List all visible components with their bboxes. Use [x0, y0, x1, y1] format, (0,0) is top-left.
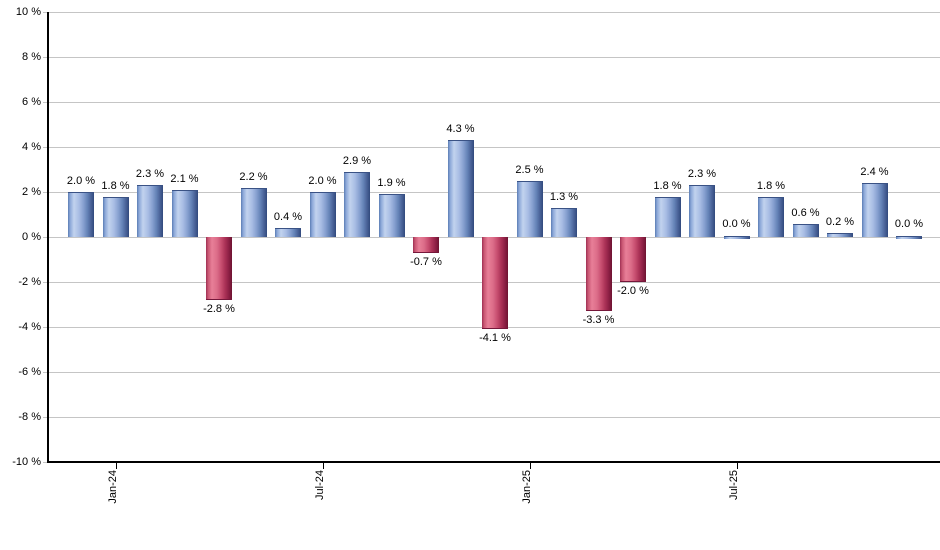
gridline-10pct: [43, 12, 940, 13]
bar-value-label-21: 0.6 %: [791, 206, 820, 219]
bar-23: [861, 183, 888, 237]
bar-value-label-20: 1.8 %: [756, 179, 786, 192]
x-axis-label-Jan-24: Jan-24: [106, 470, 119, 504]
x-axis-tick-Jul-24: [322, 463, 324, 469]
y-axis-tick-label: 0 %: [22, 231, 41, 243]
bar-18: [689, 185, 715, 237]
bar-value-label-8: 2.9 %: [342, 154, 372, 167]
bar-value-label-1: 1.8 %: [101, 179, 130, 192]
bar-value-label-19: 0.0 %: [722, 218, 751, 230]
x-axis-tick-Jul-25: [736, 463, 738, 469]
bar-value-label-17: 1.8 %: [653, 179, 682, 192]
bar-5: [240, 187, 267, 237]
bar-value-label-7: 2.0 %: [308, 175, 337, 187]
bar-8: [344, 171, 370, 237]
bar-value-label-10: -0.7 %: [410, 255, 442, 268]
y-axis-tick-label: 10 %: [15, 6, 41, 18]
gridline--8pct: [43, 417, 940, 418]
x-axis-tick-Jan-24: [115, 463, 117, 469]
x-axis-tick-Jan-25: [529, 463, 531, 469]
bar-1: [102, 196, 129, 237]
bar-value-label-2: 2.3 %: [135, 168, 165, 181]
x-axis-label-Jul-24: Jul-24: [313, 470, 326, 500]
bar-value-label-15: -3.3 %: [582, 314, 615, 327]
bar-7: [309, 192, 336, 237]
bar-0: [68, 192, 94, 237]
y-axis-tick-label: -10 %: [12, 456, 41, 468]
bar-value-label-14: 1.3 %: [549, 190, 579, 203]
bar-value-label-9: 1.9 %: [377, 177, 406, 190]
x-axis-line: [47, 461, 940, 463]
bar-value-label-23: 2.4 %: [860, 166, 889, 178]
y-axis-tick-label: -4 %: [18, 321, 41, 333]
bar-21: [792, 223, 819, 237]
bar-value-label-13: 2.5 %: [515, 163, 544, 176]
x-axis-label-Jul-25: Jul-25: [727, 470, 740, 500]
bar-11: [447, 140, 474, 237]
bar-12: [482, 237, 508, 330]
y-axis-tick-label: -2 %: [18, 276, 41, 288]
bar-4: [206, 237, 232, 300]
bar-value-label-4: -2.8 %: [203, 303, 235, 315]
bar-value-label-11: 4.3 %: [446, 123, 475, 136]
gridline--6pct: [43, 372, 940, 373]
bar-3: [171, 189, 198, 237]
bar-17: [654, 196, 681, 237]
bar-10: [413, 237, 439, 253]
bar-value-label-12: -4.1 %: [479, 332, 511, 345]
bar-15: [585, 237, 612, 312]
gridline-8pct: [43, 57, 940, 58]
bar-value-label-5: 2.2 %: [239, 170, 268, 183]
bar-20: [758, 196, 784, 237]
bar-24: [896, 236, 922, 239]
bar-9: [378, 194, 405, 237]
bar-2: [137, 185, 163, 237]
y-axis-tick-label: 8 %: [22, 51, 41, 63]
bar-value-label-22: 0.2 %: [825, 215, 855, 228]
bar-14: [551, 207, 577, 237]
gridline-6pct: [43, 102, 940, 103]
bar-22: [827, 232, 853, 237]
bar-value-label-18: 2.3 %: [687, 168, 717, 181]
y-axis-line: [47, 12, 49, 463]
y-axis-tick-label: 2 %: [22, 186, 41, 198]
bar-value-label-3: 2.1 %: [170, 172, 199, 185]
y-axis-tick-label: 4 %: [22, 141, 41, 153]
bar-value-label-16: -2.0 %: [617, 285, 649, 297]
bar-13: [516, 180, 543, 237]
bar-16: [620, 237, 646, 282]
y-axis-tick-label: -8 %: [18, 411, 41, 423]
y-axis-tick-label: -6 %: [18, 366, 41, 378]
y-axis-tick-label: 6 %: [22, 96, 41, 108]
gridline-2pct: [43, 192, 940, 193]
gridline-4pct: [43, 147, 940, 148]
bar-19: [723, 236, 750, 239]
x-axis-label-Jan-25: Jan-25: [520, 470, 533, 504]
bar-value-label-6: 0.4 %: [273, 211, 303, 223]
bar-6: [275, 228, 301, 237]
bar-value-label-24: 0.0 %: [894, 218, 924, 230]
bar-value-label-0: 2.0 %: [66, 175, 96, 187]
